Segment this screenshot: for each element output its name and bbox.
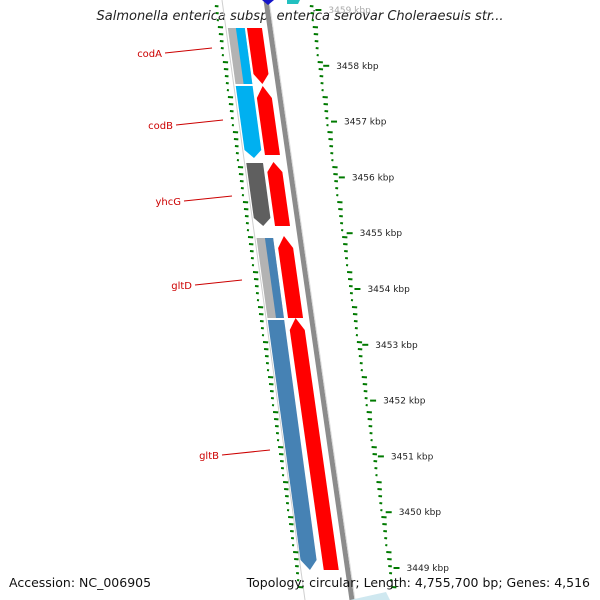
gene-leader-line <box>221 449 271 456</box>
ruler-label: 3455 kbp <box>360 229 403 239</box>
gene-label: gltD <box>171 281 192 292</box>
backbone-line <box>263 0 355 600</box>
forward-gene-4 <box>278 236 304 318</box>
gene-label: codA <box>137 49 162 60</box>
inner-rule <box>221 0 306 600</box>
map-title: Salmonella enterica subsp. enterica sero… <box>96 9 504 24</box>
ruler-label: 3456 kbp <box>352 173 395 183</box>
ruler-label: 3458 kbp <box>336 62 379 72</box>
gene-gltB <box>267 320 317 570</box>
backbone-highlight <box>268 0 356 600</box>
forward-gene-5 <box>289 318 339 570</box>
gene-leader-line <box>164 47 213 54</box>
gene-leader-line <box>194 279 243 286</box>
gene-leader-line <box>183 195 233 202</box>
forward-gene-2 <box>256 86 280 155</box>
topology-text: Topology: circular; Length: 4,755,700 bp… <box>246 575 590 590</box>
accession-text: Accession: NC_006905 <box>9 575 152 590</box>
tick-marks <box>214 5 400 589</box>
gene-label: yhcG <box>155 197 181 208</box>
ruler-label: 3454 kbp <box>367 285 410 295</box>
ruler-label: 3451 kbp <box>391 452 434 462</box>
labels: 3459 kbp 3458 kbp 3457 kbp 3456 kbp 3455 kbp… <box>137 6 449 574</box>
ruler-label: 3457 kbp <box>344 118 387 128</box>
gene-label: codB <box>148 121 173 132</box>
bottom-feature <box>350 592 390 600</box>
gene-codA-fill <box>235 28 253 84</box>
forward-gene-3 <box>267 162 291 226</box>
ruler-label: 3450 kbp <box>399 508 442 518</box>
feature-tracks <box>221 0 390 600</box>
top-blue-feature <box>262 0 274 5</box>
gene-codB <box>235 86 262 158</box>
ruler-label: 3453 kbp <box>375 341 418 351</box>
ruler-label: 3449 kbp <box>407 564 450 574</box>
ruler-label: 3452 kbp <box>383 397 426 407</box>
gene-leader-line <box>175 119 224 126</box>
top-cyan-feature <box>287 0 300 4</box>
gene-label: gltB <box>199 451 219 462</box>
gene-yhcG <box>246 163 271 226</box>
ruler-label: 3459 kbp <box>328 6 371 16</box>
forward-gene-1 <box>246 28 269 84</box>
gene-gltD <box>264 238 284 318</box>
